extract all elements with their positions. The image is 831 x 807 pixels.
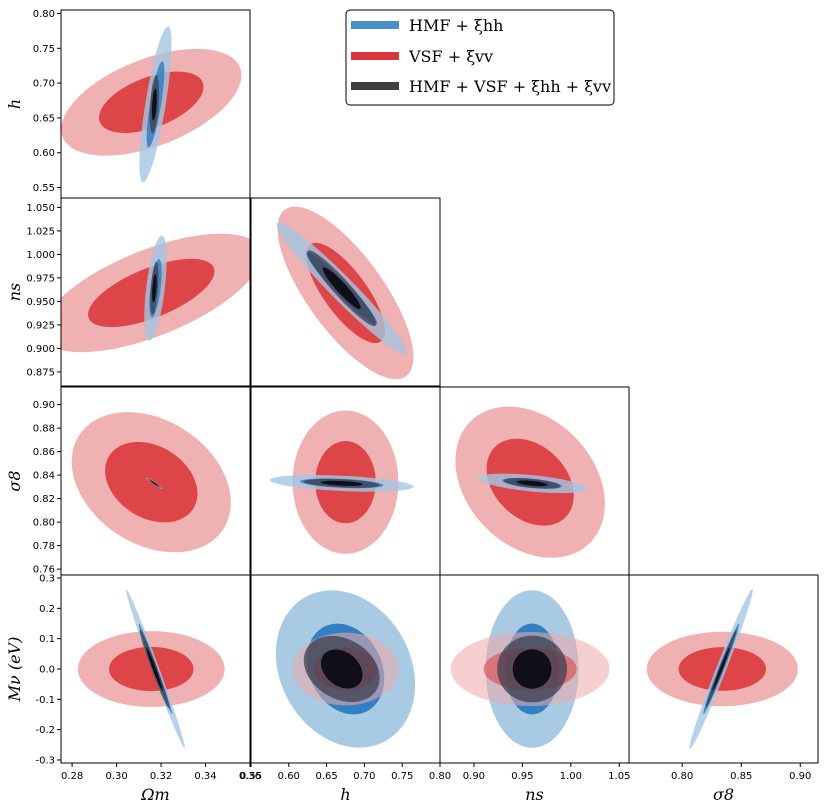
legend-swatch-combined (351, 82, 399, 90)
contour-combined-1sigma (512, 649, 552, 689)
y-tick-label: 1.000 (26, 250, 55, 261)
contour-combined-1sigma (150, 480, 159, 487)
x-tick-label: 0.36 (239, 771, 261, 782)
y-tick-label: 0.950 (26, 297, 55, 308)
y-tick-label: 0.65 (33, 113, 55, 124)
x-tick-label: 0.30 (105, 771, 127, 782)
panel-frame (628, 574, 819, 764)
y-tick-label: 0.82 (33, 494, 55, 505)
y-axis-label: Mν (eV) (5, 637, 24, 703)
x-axis-label: ns (525, 785, 544, 804)
panel-r2-c2 (439, 386, 630, 576)
panels: 0.550.600.650.700.750.800.8750.9000.9250… (26, 9, 819, 782)
y-tick-label: 0.975 (26, 273, 55, 284)
y-tick-label: 0.55 (33, 183, 55, 194)
panel-frame (250, 197, 441, 387)
panel-frame (60, 197, 251, 387)
y-tick-label: 0.70 (33, 79, 55, 90)
x-axis-label: h (340, 785, 350, 804)
y-tick-label: 0.78 (33, 541, 55, 552)
panel-r0-c0: 0.55 0.60 0.65 0.70 0.75 0.80 (33, 9, 251, 199)
x-axis-label: Ωm (140, 785, 169, 804)
legend-swatch-hmf (351, 21, 399, 29)
x-tick-label: 0.90 (789, 771, 811, 782)
x-tick-label: 0.34 (194, 771, 216, 782)
y-axis-label: σ8 (5, 470, 24, 491)
y-tick-label: 0.76 (33, 565, 55, 576)
contour-combined-1sigma (151, 88, 157, 121)
y-tick-label: 0.875 (26, 367, 55, 378)
panel-r3-c0: -0.3 -0.2 -0.1 0.0 0.1 0.2 0.3 0.28 0.30 0.32 0.34… (35, 574, 261, 782)
y-tick-label: 0.1 (39, 634, 55, 645)
contour-combined-1sigma (322, 267, 361, 310)
y-tick-label: 0.2 (39, 604, 55, 615)
y-tick-label: 0.84 (33, 471, 55, 482)
y-tick-label: 0.60 (33, 148, 55, 159)
x-tick-label: 1.00 (560, 771, 582, 782)
x-tick-label: 0.32 (150, 771, 172, 782)
contour-combined-1sigma (152, 274, 157, 303)
panel-r3-c3: 0.80 0.85 0.90 (628, 574, 819, 782)
x-tick-label: 0.60 (278, 771, 300, 782)
y-tick-label: 0.75 (33, 44, 55, 55)
legend-frame (345, 9, 615, 106)
contour-combined-1sigma (712, 647, 730, 691)
panel-r3-c1: 0.55 0.60 0.65 0.70 0.75 0.80 (240, 574, 451, 782)
y-tick-label: 0.86 (33, 447, 55, 458)
contour-combined-1sigma (320, 480, 363, 486)
x-tick-label: 0.95 (511, 771, 533, 782)
panel-r3-c2: 0.90 0.95 1.00 1.05 (439, 574, 630, 782)
contour-combined-1sigma (320, 649, 363, 689)
legend-label-hmf: HMF + ξhh (409, 16, 503, 35)
x-axis-label: σ8 (713, 785, 734, 804)
y-tick-label: 1.025 (26, 226, 55, 237)
x-tick-label: 1.05 (608, 771, 630, 782)
y-tick-label: 0.80 (33, 9, 55, 20)
x-tick-label: 0.80 (671, 771, 693, 782)
panel-r1-c1 (250, 197, 441, 387)
y-tick-label: -0.1 (35, 695, 55, 706)
x-tick-label: 0.65 (315, 771, 337, 782)
y-tick-label: 0.925 (26, 320, 55, 331)
legend-label-vsf: VSF + ξvv (408, 47, 493, 66)
x-tick-label: 0.75 (391, 771, 413, 782)
y-tick-label: -0.3 (35, 755, 55, 766)
x-tick-label: 0.90 (463, 771, 485, 782)
x-tick-label: 0.85 (730, 771, 752, 782)
y-tick-label: -0.2 (35, 725, 55, 736)
x-tick-label: 0.70 (353, 771, 375, 782)
panel-r2-c0: 0.76 0.78 0.80 0.82 0.84 0.86 0.88 0.90 (33, 386, 251, 576)
x-tick-label: 0.55 (240, 771, 262, 782)
legend-label-combined: HMF + VSF + ξhh + ξvv (409, 77, 611, 96)
legend-swatch-vsf (351, 52, 399, 60)
x-tick-label: 0.80 (429, 771, 451, 782)
legend: HMF + ξhh VSF + ξvv HMF + VSF + ξhh + ξv… (345, 9, 615, 106)
x-tick-label: 0.28 (61, 771, 83, 782)
y-tick-label: 0.90 (33, 400, 55, 411)
contour-combined-1sigma (146, 647, 163, 691)
y-axis-label: h (5, 99, 24, 109)
panel-r2-c1 (250, 386, 441, 576)
contour-combined-1sigma (516, 480, 548, 487)
y-tick-label: 1.050 (26, 203, 55, 214)
axis-labels: Ωm h ns σ8 h ns σ8 Mν (eV) (5, 99, 734, 804)
y-tick-label: 0.80 (33, 518, 55, 529)
y-tick-label: 0.3 (39, 574, 55, 585)
y-tick-label: 0.88 (33, 424, 55, 435)
y-tick-label: 0.900 (26, 344, 55, 355)
y-axis-label: ns (5, 283, 24, 302)
panel-r1-c0: 0.875 0.900 0.925 0.950 0.975 1.000 1.025 1.050 (26, 197, 251, 387)
y-tick-label: 0.0 (39, 665, 55, 676)
